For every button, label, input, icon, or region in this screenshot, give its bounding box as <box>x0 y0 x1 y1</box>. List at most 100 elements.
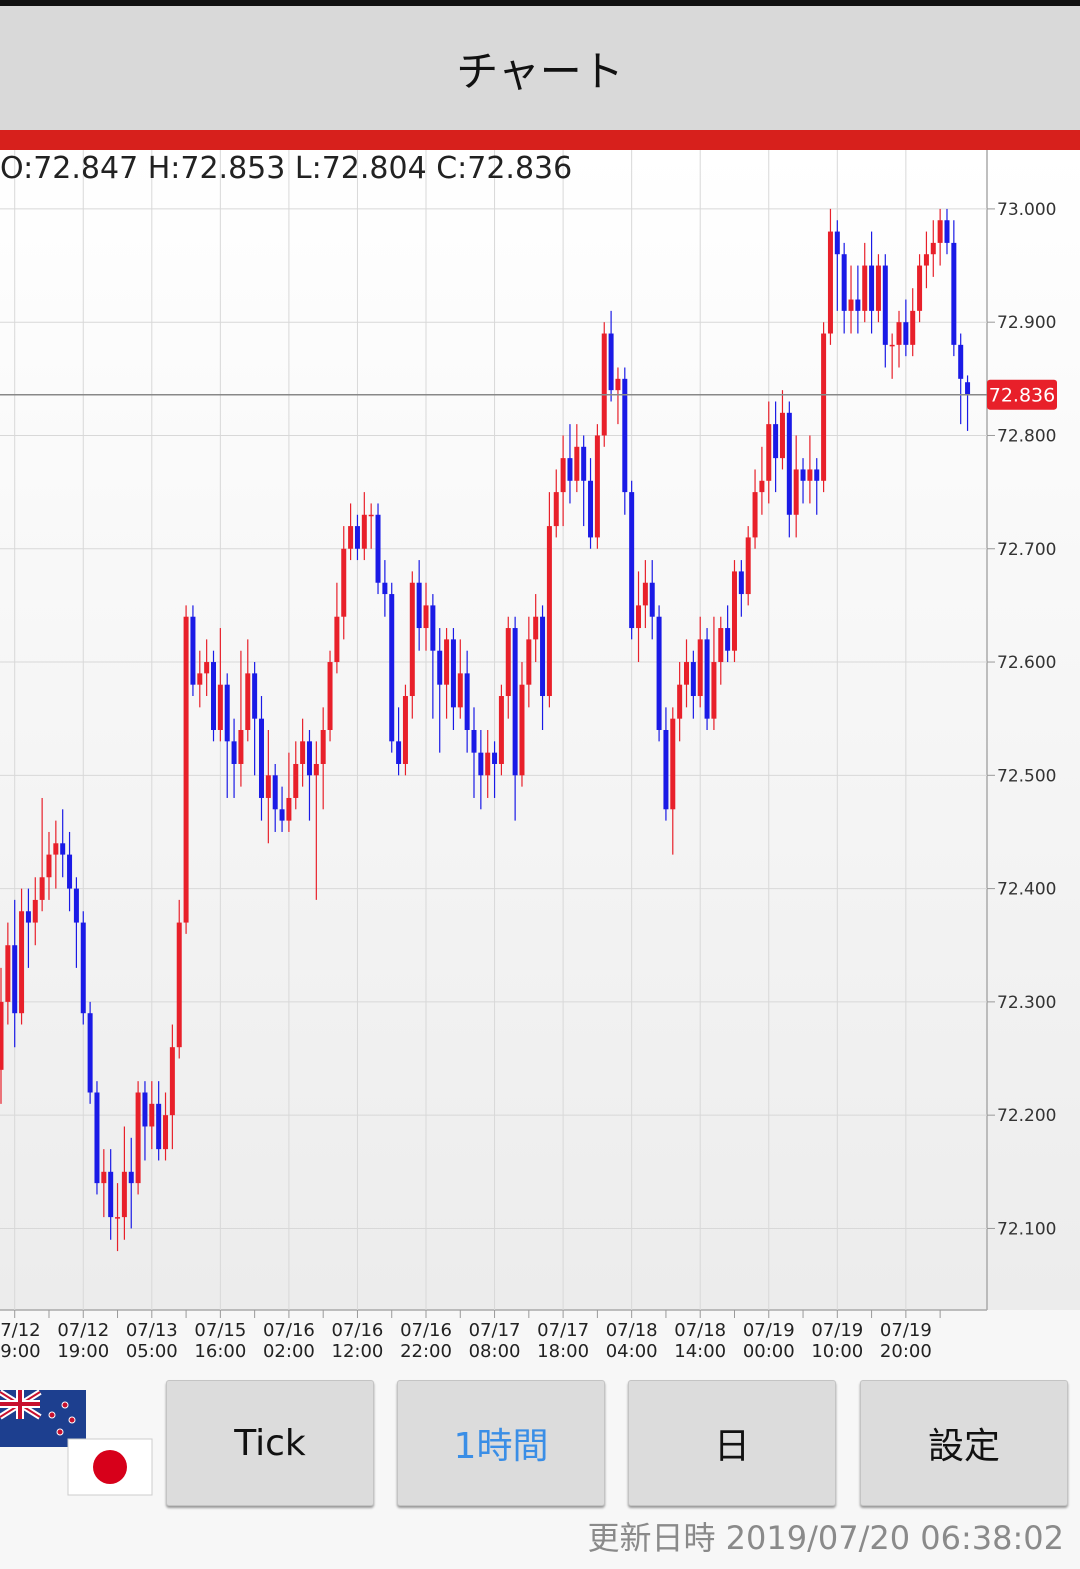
candle-body <box>94 1092 100 1184</box>
candle-body <box>450 639 456 708</box>
candle-body <box>519 684 525 776</box>
candle-body <box>471 730 477 753</box>
candle-body <box>793 469 799 515</box>
candle-body <box>341 548 347 617</box>
y-tick-label: 72.100 <box>997 1219 1056 1239</box>
candle-body <box>19 911 25 1014</box>
x-tick-label: 07/13 05:00 <box>125 1320 178 1362</box>
candle-body <box>464 673 470 730</box>
accent-bar <box>0 130 1080 150</box>
candle-body <box>293 763 299 798</box>
header: チャート <box>0 6 1080 130</box>
candle-body <box>12 945 18 1014</box>
candle-body <box>416 582 422 629</box>
candle-body <box>615 378 621 391</box>
y-tick-label: 72.900 <box>997 313 1056 333</box>
candle-body <box>786 412 792 515</box>
x-tick-label: 07/19 10:00 <box>811 1320 864 1362</box>
candle-body <box>306 741 312 776</box>
candle-body <box>690 662 696 697</box>
candle-body <box>601 333 607 436</box>
candle-body <box>183 616 189 923</box>
candle-body <box>80 922 86 1014</box>
nz-flag[interactable] <box>0 1389 86 1447</box>
candle-body <box>910 310 916 345</box>
jp-flag[interactable] <box>67 1438 153 1496</box>
candle-body <box>224 684 230 742</box>
candle-body <box>67 854 73 889</box>
ohlc-readout: O:72.847 H:72.853 L:72.804 C:72.836 <box>0 151 573 186</box>
y-tick-label: 72.200 <box>997 1106 1056 1126</box>
candle-body <box>766 424 772 481</box>
candle-body <box>841 254 847 311</box>
candle-body <box>258 718 264 798</box>
candle-body <box>60 843 66 855</box>
x-tick-label: 07/18 04:00 <box>605 1320 658 1362</box>
candle-body <box>492 752 498 764</box>
candle-body <box>649 582 655 617</box>
y-tick-label: 72.600 <box>997 653 1056 673</box>
candle-body <box>958 344 964 379</box>
tab-button[interactable]: 1時間 <box>397 1380 605 1506</box>
candle-body <box>169 1047 175 1116</box>
candle-body <box>533 616 539 640</box>
candle-body <box>663 730 669 810</box>
candle-body <box>197 673 203 685</box>
candle-body <box>46 854 52 878</box>
candle-body <box>923 254 929 266</box>
candle-body <box>368 514 374 517</box>
candle-body <box>731 571 737 651</box>
candle-body <box>375 514 381 583</box>
tab-button[interactable]: 設定 <box>860 1380 1068 1506</box>
candle-body <box>252 673 258 719</box>
candle-body <box>0 1001 4 1070</box>
tab-button[interactable]: Tick <box>166 1380 374 1506</box>
candle-body <box>855 299 861 311</box>
candle-body <box>574 446 580 481</box>
candle-body <box>567 458 573 481</box>
candle-body <box>594 435 600 538</box>
candle-body <box>937 220 943 243</box>
candle-body <box>156 1103 162 1150</box>
current-price-tag <box>987 379 1057 410</box>
candle-body <box>540 616 546 697</box>
candle-body <box>711 662 717 719</box>
candle-body <box>231 741 237 764</box>
candle-body <box>327 662 333 730</box>
x-tick-label: 07/18 14:00 <box>674 1320 727 1362</box>
candle-body <box>670 718 676 810</box>
x-tick-label: 07/12 19:00 <box>57 1320 110 1362</box>
candle-body <box>917 265 923 311</box>
x-tick-label: 07/17 18:00 <box>537 1320 590 1362</box>
candle-body <box>361 514 367 549</box>
candle-body <box>629 492 635 629</box>
candle-body <box>800 469 806 481</box>
candle-body <box>402 696 408 764</box>
candle-body <box>738 571 744 595</box>
candle-body <box>25 911 31 923</box>
tab-button[interactable]: 日 <box>628 1380 836 1506</box>
x-tick-label: 07/16 22:00 <box>400 1320 452 1362</box>
candle-body <box>279 809 285 821</box>
candle-body <box>115 1217 121 1219</box>
x-tick-label: 07/17 08:00 <box>468 1320 521 1362</box>
candle-body <box>457 673 463 708</box>
candle-body <box>108 1171 114 1218</box>
candle-body <box>485 752 491 776</box>
candle-body <box>807 469 813 481</box>
candle-body <box>5 945 11 1002</box>
candle-body <box>697 639 703 697</box>
candle-body <box>622 378 628 493</box>
candle-body <box>211 662 217 730</box>
candle-body <box>821 333 827 481</box>
candle-body <box>848 299 854 311</box>
candle-body <box>142 1092 148 1127</box>
candle-body <box>875 265 881 311</box>
y-tick-label: 72.800 <box>997 426 1056 446</box>
header-title: チャート <box>456 46 624 96</box>
candle-body <box>862 265 868 311</box>
x-tick-label: 07/19 20:00 <box>879 1320 932 1362</box>
candle-body <box>684 662 689 685</box>
